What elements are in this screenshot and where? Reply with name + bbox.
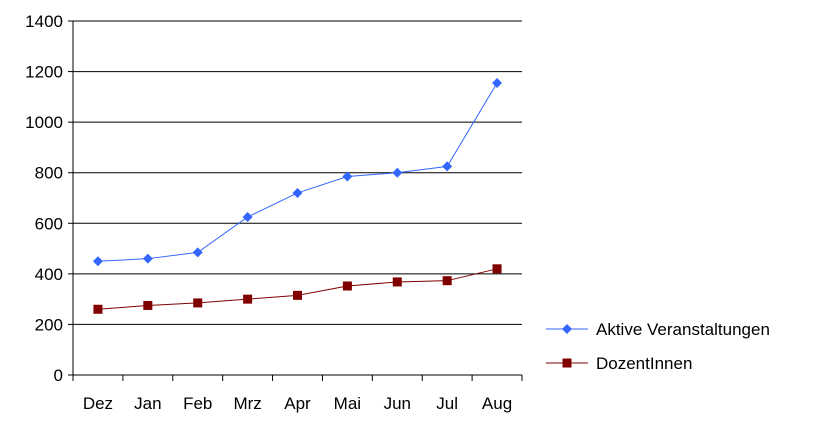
legend-item: DozentInnen bbox=[546, 354, 692, 373]
data-point bbox=[93, 304, 103, 314]
y-tick-label: 400 bbox=[35, 265, 63, 284]
data-point bbox=[243, 294, 253, 304]
legend-marker bbox=[562, 324, 572, 334]
data-point bbox=[142, 253, 153, 264]
x-tick-label: Jun bbox=[384, 394, 411, 413]
legend: Aktive Veranstaltungen DozentInnen bbox=[546, 320, 770, 373]
x-tick-label: Feb bbox=[183, 394, 212, 413]
legend-marker bbox=[562, 358, 572, 368]
data-point bbox=[492, 77, 503, 88]
data-point bbox=[342, 171, 353, 182]
series-line bbox=[97, 82, 498, 262]
x-tick-label: Jul bbox=[436, 394, 458, 413]
data-point bbox=[193, 298, 203, 308]
data-point bbox=[342, 281, 352, 291]
series-1 bbox=[93, 264, 502, 314]
legend-label: DozentInnen bbox=[596, 354, 692, 373]
data-point bbox=[492, 264, 502, 274]
axes: 0 200 400 600 800 1000 1200 1400 Dez Jan Feb Mrz Apr… bbox=[25, 12, 523, 413]
data-point bbox=[293, 290, 302, 300]
x-tick-label: Mai bbox=[334, 394, 361, 413]
x-tick-label: Dez bbox=[83, 394, 113, 413]
y-tick-label: 1200 bbox=[25, 63, 63, 82]
data-point bbox=[442, 276, 452, 286]
gridlines bbox=[73, 20, 522, 325]
legend-label: Aktive Veranstaltungen bbox=[596, 320, 770, 339]
y-tick-label: 0 bbox=[54, 366, 63, 385]
x-tick-label: Mrz bbox=[233, 394, 261, 413]
series-0 bbox=[92, 77, 503, 267]
y-tick-label: 800 bbox=[35, 164, 63, 183]
y-tick-label: 200 bbox=[35, 315, 63, 334]
data-point bbox=[92, 256, 103, 267]
data-point bbox=[192, 247, 203, 258]
data-point bbox=[292, 187, 303, 198]
x-tick-label: Apr bbox=[284, 394, 311, 413]
data-point bbox=[392, 167, 403, 178]
x-tick-label: Jan bbox=[134, 394, 161, 413]
y-tick-label: 1000 bbox=[25, 113, 63, 132]
data-point bbox=[242, 211, 253, 222]
data-point bbox=[392, 277, 402, 287]
legend-item: Aktive Veranstaltungen bbox=[546, 320, 770, 339]
x-tick-label: Aug bbox=[482, 394, 512, 413]
series bbox=[92, 77, 503, 314]
data-point bbox=[442, 161, 453, 172]
series-line bbox=[97, 268, 498, 310]
y-tick-label: 1400 bbox=[25, 12, 63, 31]
data-point bbox=[143, 300, 153, 310]
y-tick-label: 600 bbox=[35, 214, 63, 233]
